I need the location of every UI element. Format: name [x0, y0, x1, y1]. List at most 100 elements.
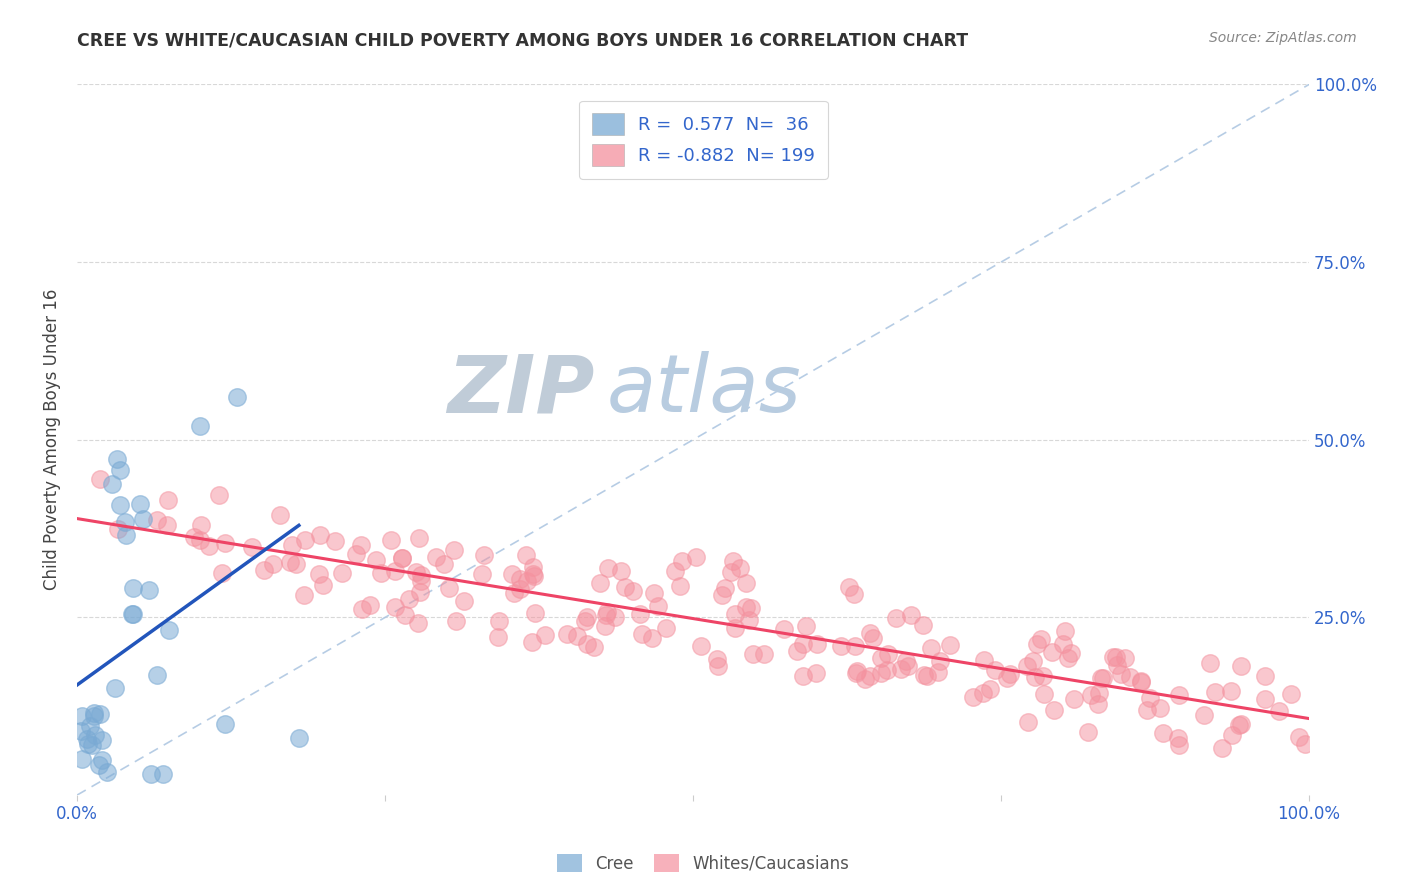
- Point: [83, 728, 105, 742]
- Point: [309, 527, 332, 541]
- Point: [101, 477, 124, 491]
- Point: [929, 654, 952, 668]
- Point: [738, 613, 761, 627]
- Point: [1092, 671, 1115, 685]
- Point: [486, 630, 509, 644]
- Point: [631, 626, 654, 640]
- Point: [706, 658, 728, 673]
- Point: [714, 582, 737, 596]
- Point: [105, 452, 128, 467]
- Text: ZIP: ZIP: [447, 351, 595, 429]
- Point: [845, 664, 868, 678]
- Point: [1090, 671, 1112, 685]
- Point: [471, 567, 494, 582]
- Point: [740, 600, 762, 615]
- Point: [359, 599, 381, 613]
- Point: [859, 669, 882, 683]
- Point: [593, 619, 616, 633]
- Point: [862, 632, 884, 646]
- Point: [394, 608, 416, 623]
- Point: [962, 690, 984, 704]
- Point: [1080, 689, 1102, 703]
- Y-axis label: Child Poverty Among Boys Under 16: Child Poverty Among Boys Under 16: [44, 289, 60, 591]
- Point: [188, 418, 211, 433]
- Point: [384, 564, 406, 578]
- Point: [973, 653, 995, 667]
- Point: [628, 607, 651, 621]
- Point: [1194, 708, 1216, 723]
- Point: [439, 581, 461, 595]
- Point: [91, 733, 114, 747]
- Point: [912, 667, 935, 681]
- Point: [380, 533, 402, 547]
- Point: [523, 607, 546, 621]
- Point: [830, 639, 852, 653]
- Point: [724, 607, 747, 621]
- Point: [139, 766, 162, 780]
- Point: [515, 548, 537, 562]
- Point: [208, 488, 231, 502]
- Point: [278, 556, 301, 570]
- Point: [845, 665, 868, 680]
- Point: [79, 719, 101, 733]
- Point: [1063, 692, 1085, 706]
- Point: [312, 578, 335, 592]
- Point: [1152, 726, 1174, 740]
- Point: [292, 589, 315, 603]
- Point: [1017, 714, 1039, 729]
- Point: [1052, 637, 1074, 651]
- Point: [838, 581, 860, 595]
- Point: [398, 592, 420, 607]
- Point: [146, 513, 169, 527]
- Point: [876, 663, 898, 677]
- Point: [742, 647, 765, 661]
- Point: [523, 569, 546, 583]
- Point: [1198, 656, 1220, 670]
- Point: [792, 637, 814, 651]
- Point: [522, 566, 544, 581]
- Point: [132, 512, 155, 526]
- Point: [1059, 646, 1081, 660]
- Point: [384, 599, 406, 614]
- Point: [671, 554, 693, 568]
- Point: [735, 576, 758, 591]
- Point: [433, 557, 456, 571]
- Point: [183, 529, 205, 543]
- Point: [1149, 701, 1171, 715]
- Point: [405, 565, 427, 579]
- Point: [589, 575, 612, 590]
- Point: [920, 641, 942, 656]
- Point: [501, 566, 523, 581]
- Point: [844, 586, 866, 600]
- Point: [786, 644, 808, 658]
- Point: [1053, 624, 1076, 639]
- Point: [1077, 725, 1099, 739]
- Point: [211, 566, 233, 580]
- Point: [884, 611, 907, 625]
- Point: [366, 553, 388, 567]
- Point: [1204, 685, 1226, 699]
- Point: [1219, 684, 1241, 698]
- Point: [772, 623, 794, 637]
- Point: [1024, 670, 1046, 684]
- Point: [859, 625, 882, 640]
- Point: [90, 753, 112, 767]
- Point: [503, 585, 526, 599]
- Point: [425, 550, 447, 565]
- Point: [409, 567, 432, 582]
- Point: [1166, 731, 1188, 745]
- Point: [706, 652, 728, 666]
- Point: [214, 717, 236, 731]
- Point: [533, 628, 555, 642]
- Point: [325, 533, 347, 548]
- Point: [1000, 667, 1022, 681]
- Point: [870, 651, 893, 665]
- Point: [1043, 703, 1066, 717]
- Point: [352, 602, 374, 616]
- Point: [583, 640, 606, 654]
- Point: [242, 541, 264, 555]
- Point: [145, 668, 167, 682]
- Point: [114, 515, 136, 529]
- Point: [870, 665, 893, 680]
- Point: [104, 681, 127, 696]
